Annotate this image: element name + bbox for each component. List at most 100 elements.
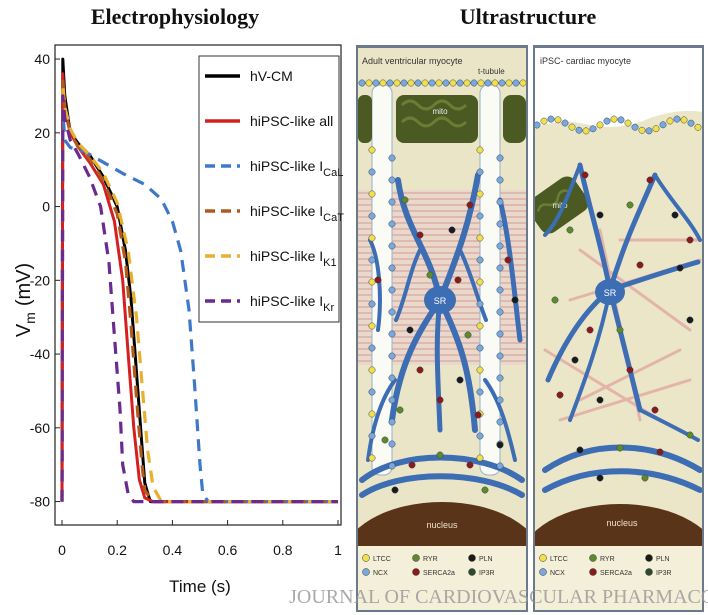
channel-dot bbox=[388, 374, 396, 382]
ipsc-sr-hub bbox=[595, 279, 625, 305]
channel-dot bbox=[456, 79, 464, 87]
channel-dot bbox=[568, 123, 576, 131]
channel-dot bbox=[540, 117, 548, 125]
channel-dot bbox=[388, 352, 396, 360]
channel-dot bbox=[504, 256, 512, 264]
channel-dot bbox=[673, 115, 681, 123]
channel-dot bbox=[388, 462, 396, 470]
channel-dot bbox=[571, 356, 579, 364]
x-tick-label: 0.2 bbox=[107, 542, 127, 558]
channel-dot bbox=[505, 79, 513, 87]
channel-dot bbox=[496, 352, 504, 360]
y-tick-label: -40 bbox=[30, 346, 50, 362]
channel-dot bbox=[496, 286, 504, 294]
channel-dot bbox=[596, 396, 604, 404]
channel-dot bbox=[449, 79, 457, 87]
channel-dot bbox=[368, 454, 376, 462]
channel-dot bbox=[393, 79, 401, 87]
channel-dot bbox=[496, 242, 504, 250]
channel-dot bbox=[435, 79, 443, 87]
channel-dot bbox=[589, 125, 597, 133]
x-tick-label: 1 bbox=[334, 542, 342, 558]
channel-dot bbox=[496, 441, 504, 449]
channel-dot bbox=[388, 330, 396, 338]
channel-dot bbox=[617, 116, 625, 124]
ipsc-sr-label: SR bbox=[604, 288, 617, 298]
adult-legend-strip bbox=[358, 546, 526, 610]
series-line-hipsc-like-i-cal bbox=[60, 109, 338, 504]
channel-dot bbox=[512, 79, 520, 87]
legend-dot-ip3r bbox=[645, 568, 653, 576]
channel-dot bbox=[496, 462, 504, 470]
channel-dot bbox=[481, 486, 489, 494]
channel-dot bbox=[388, 308, 396, 316]
channel-dot bbox=[386, 79, 394, 87]
adult-legend: LTCC RYR PLN NCX SERCA2a IP3R bbox=[362, 554, 495, 577]
channel-dot bbox=[659, 121, 667, 129]
channel-dot bbox=[686, 316, 694, 324]
channel-dot bbox=[436, 451, 444, 459]
channel-dot bbox=[368, 300, 376, 308]
channel-dot bbox=[368, 234, 376, 242]
y-axis-label: Vm (mV) bbox=[13, 263, 38, 337]
channel-dot bbox=[610, 115, 618, 123]
ipsc-legend: LTCC RYR PLN NCX SERCA2a IP3R bbox=[539, 554, 672, 577]
y-axis-ticks: 40 20 0 -20 -40 -60 -80 bbox=[30, 51, 60, 510]
ipsc-cytoplasm bbox=[535, 110, 702, 610]
channel-dot bbox=[586, 326, 594, 334]
journal-watermark: JOURNAL OF CARDIOVASCULAR PHARMACOLOGY bbox=[289, 586, 708, 608]
series-line-hipsc-like-i-k1 bbox=[60, 83, 338, 504]
channel-dot bbox=[496, 176, 504, 184]
channel-dot bbox=[651, 406, 659, 414]
channel-dot bbox=[428, 79, 436, 87]
channel-dot bbox=[476, 322, 484, 330]
channel-dot bbox=[414, 79, 422, 87]
legend-dot-ryr bbox=[412, 554, 420, 562]
channel-dot bbox=[401, 196, 409, 204]
legend-label: hiPSC-like IKr bbox=[250, 293, 334, 314]
channel-dot bbox=[561, 119, 569, 127]
channel-dot bbox=[596, 211, 604, 219]
channel-dot bbox=[566, 226, 574, 234]
y-label-sub: m bbox=[22, 312, 38, 324]
channel-dot bbox=[476, 146, 484, 154]
x-tick-label: 0 bbox=[58, 542, 66, 558]
channel-dot bbox=[547, 115, 555, 123]
channel-dot bbox=[416, 231, 424, 239]
channel-dot bbox=[388, 396, 396, 404]
channel-dot bbox=[554, 116, 562, 124]
legend-label: hiPSC-like IK1 bbox=[250, 248, 337, 269]
channel-dot bbox=[626, 366, 634, 374]
channel-dot bbox=[551, 296, 559, 304]
legend-text-serca2a: SERCA2a bbox=[600, 570, 632, 577]
channel-dot bbox=[519, 79, 526, 87]
channel-dot bbox=[368, 410, 376, 418]
channel-dot bbox=[496, 220, 504, 228]
channel-dot bbox=[498, 79, 506, 87]
channel-dot bbox=[476, 366, 484, 374]
channel-dot bbox=[680, 116, 688, 124]
legend-dot-ncx bbox=[539, 568, 547, 576]
y-label-unit: (mV) bbox=[13, 263, 35, 306]
series-line-hipsc-like-i-kr bbox=[60, 94, 338, 504]
channel-dot bbox=[652, 125, 660, 133]
channel-dot bbox=[368, 212, 376, 220]
channel-dot bbox=[624, 119, 632, 127]
x-tick-label: 0.6 bbox=[218, 542, 238, 558]
channel-dot bbox=[575, 126, 583, 134]
channel-dot bbox=[426, 271, 434, 279]
channel-dot bbox=[491, 79, 499, 87]
channel-dot bbox=[388, 286, 396, 294]
channel-dot bbox=[671, 211, 679, 219]
legend-text-ip3r: IP3R bbox=[656, 570, 672, 577]
channel-dot bbox=[477, 79, 485, 87]
legend-dot-serca2a bbox=[412, 568, 420, 576]
channel-dot bbox=[596, 121, 604, 129]
channel-dot bbox=[368, 388, 376, 396]
channel-dot bbox=[374, 276, 382, 284]
x-axis-ticks: 0 0.2 0.4 0.6 0.8 1 bbox=[58, 520, 342, 558]
channel-dot bbox=[638, 126, 646, 134]
channel-dot bbox=[368, 146, 376, 154]
